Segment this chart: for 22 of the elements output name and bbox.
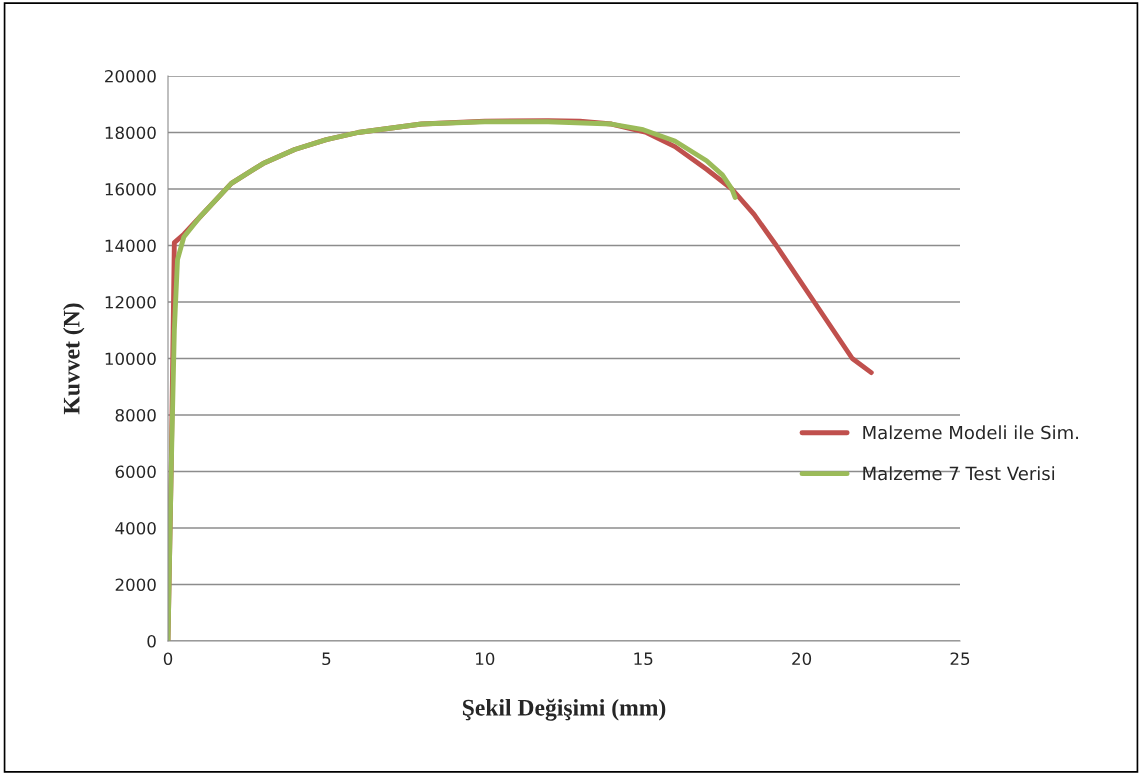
y-tick-label: 6000 [115, 465, 156, 479]
y-tick-label: 2000 [115, 578, 156, 592]
y-tick-label: 14000 [105, 239, 156, 253]
x-tick-label: 15 [634, 652, 653, 666]
x-tick-label: 0 [163, 652, 173, 666]
y-tick-label: 12000 [105, 295, 156, 309]
x-axis-title: Şekil Değişimi (mm) [462, 698, 666, 721]
y-tick-label: 16000 [105, 182, 156, 196]
y-axis-title: Kuvvet (N) [63, 303, 85, 415]
legend-label: Malzeme Modeli ile Sim. [863, 425, 1078, 440]
x-tick-label: 10 [476, 652, 495, 666]
y-tick-label: 8000 [115, 408, 156, 422]
legend-label: Malzeme 7 Test Verisi [863, 466, 1055, 481]
y-tick-label: 20000 [105, 69, 156, 83]
x-tick-label: 20 [792, 652, 812, 666]
y-tick-label: 10000 [105, 352, 156, 366]
y-tick-label: 4000 [115, 521, 156, 535]
y-tick-label: 0 [147, 634, 156, 648]
line-series [168, 119, 738, 641]
x-tick-label: 5 [322, 652, 331, 666]
x-tick-label: 25 [950, 652, 970, 666]
y-tick-label: 18000 [105, 126, 156, 140]
